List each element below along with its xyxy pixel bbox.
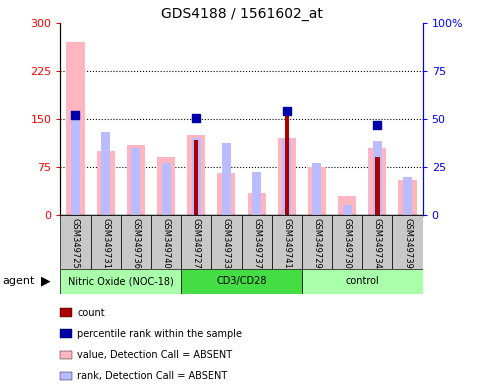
Text: GSM349729: GSM349729 — [313, 218, 322, 268]
Bar — [71, 116, 80, 215]
Bar — [181, 215, 212, 269]
Text: GSM349734: GSM349734 — [373, 218, 382, 268]
Bar — [342, 205, 352, 215]
Bar — [332, 215, 362, 269]
Text: count: count — [77, 308, 105, 318]
Text: GSM349725: GSM349725 — [71, 218, 80, 268]
Bar — [67, 42, 85, 215]
Bar — [187, 135, 205, 215]
Bar — [60, 215, 91, 269]
Bar — [151, 215, 181, 269]
Bar — [338, 196, 356, 215]
Bar — [131, 148, 141, 215]
Bar — [242, 215, 271, 269]
Text: GSM349727: GSM349727 — [192, 218, 201, 268]
Bar — [373, 141, 382, 215]
Bar — [302, 269, 423, 294]
Bar — [282, 138, 291, 215]
Bar — [368, 148, 386, 215]
Title: GDS4188 / 1561602_at: GDS4188 / 1561602_at — [160, 7, 323, 21]
Bar — [181, 269, 302, 294]
Bar — [252, 172, 261, 215]
Bar — [157, 157, 175, 215]
Bar — [398, 180, 416, 215]
Text: Nitric Oxide (NOC-18): Nitric Oxide (NOC-18) — [68, 276, 173, 286]
Text: GSM349737: GSM349737 — [252, 218, 261, 269]
Text: GSM349740: GSM349740 — [161, 218, 170, 268]
Text: percentile rank within the sample: percentile rank within the sample — [77, 329, 242, 339]
Point — [71, 111, 79, 118]
Bar — [222, 143, 231, 215]
Bar — [271, 215, 302, 269]
Bar — [362, 215, 393, 269]
Point — [283, 108, 291, 114]
Bar — [375, 157, 380, 215]
Bar — [308, 167, 326, 215]
Bar — [217, 174, 236, 215]
Text: GSM349733: GSM349733 — [222, 218, 231, 269]
Text: rank, Detection Call = ABSENT: rank, Detection Call = ABSENT — [77, 371, 227, 381]
Bar — [121, 215, 151, 269]
Text: GSM349741: GSM349741 — [282, 218, 291, 268]
Text: ▶: ▶ — [41, 275, 51, 288]
Point — [192, 115, 200, 121]
Bar — [284, 116, 289, 215]
Bar — [101, 132, 110, 215]
Point — [373, 122, 381, 129]
Bar — [313, 162, 322, 215]
Text: control: control — [345, 276, 379, 286]
Bar — [91, 215, 121, 269]
Bar — [127, 145, 145, 215]
Text: GSM349730: GSM349730 — [342, 218, 352, 268]
Bar — [60, 269, 181, 294]
Bar — [393, 215, 423, 269]
Text: agent: agent — [2, 276, 35, 286]
Text: GSM349739: GSM349739 — [403, 218, 412, 268]
Bar — [212, 215, 242, 269]
Bar — [97, 151, 115, 215]
Bar — [403, 177, 412, 215]
Bar — [302, 215, 332, 269]
Bar — [278, 138, 296, 215]
Bar — [161, 162, 170, 215]
Text: GSM349736: GSM349736 — [131, 218, 141, 269]
Bar — [192, 138, 201, 215]
Text: CD3/CD28: CD3/CD28 — [216, 276, 267, 286]
Text: GSM349731: GSM349731 — [101, 218, 110, 268]
Bar — [248, 193, 266, 215]
Text: value, Detection Call = ABSENT: value, Detection Call = ABSENT — [77, 350, 232, 360]
Bar — [194, 139, 199, 215]
